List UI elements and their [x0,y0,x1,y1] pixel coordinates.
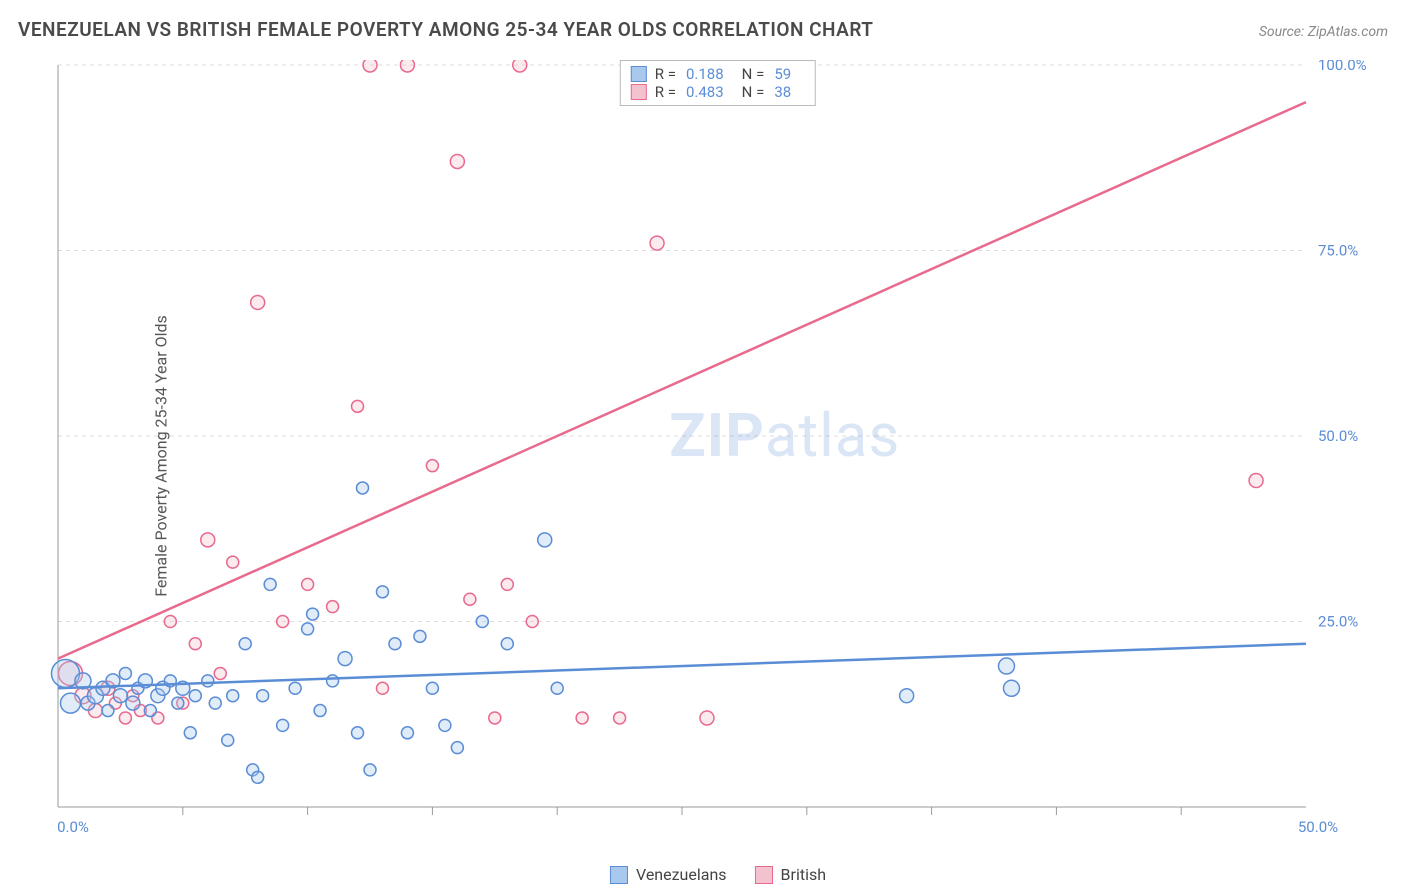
legend-item-venezuelans: Venezuelans [610,865,727,884]
stats-row-venezuelans: R = 0.188 N = 59 [631,65,801,83]
legend-swatch-british [755,866,773,884]
svg-text:50.0%: 50.0% [1318,427,1358,445]
scatter-chart: 25.0% 50.0% 75.0% 100.0% 0.0% 50.0% ZIPatlas [50,60,1386,852]
svg-text:25.0%: 25.0% [1318,613,1358,631]
svg-text:50.0%: 50.0% [1298,818,1338,836]
swatch-british [631,84,647,100]
series-legend: Venezuelans British [610,865,826,884]
r-value-venezuelans: 0.188 [686,65,724,83]
correlation-stats-box: R = 0.188 N = 59 R = 0.483 N = 38 [620,60,816,106]
svg-text:0.0%: 0.0% [57,818,89,836]
n-value-venezuelans: 59 [774,65,791,83]
y-axis-label: Female Poverty Among 25-34 Year Olds [151,315,170,597]
chart-header: VENEZUELAN VS BRITISH FEMALE POVERTY AMO… [18,18,1388,41]
plot-area: Female Poverty Among 25-34 Year Olds R =… [50,60,1386,852]
svg-text:100.0%: 100.0% [1318,60,1367,74]
legend-label-venezuelans: Venezuelans [636,865,727,884]
swatch-venezuelans [631,66,647,82]
legend-label-british: British [781,865,826,884]
n-value-british: 38 [774,83,791,101]
r-value-british: 0.483 [686,83,724,101]
source-attribution: Source: ZipAtlas.com [1259,24,1388,40]
legend-item-british: British [755,865,826,884]
chart-title: VENEZUELAN VS BRITISH FEMALE POVERTY AMO… [18,18,873,41]
svg-text:ZIPatlas: ZIPatlas [669,400,900,471]
stats-row-british: R = 0.483 N = 38 [631,83,801,101]
legend-swatch-venezuelans [610,866,628,884]
svg-text:75.0%: 75.0% [1318,242,1358,260]
